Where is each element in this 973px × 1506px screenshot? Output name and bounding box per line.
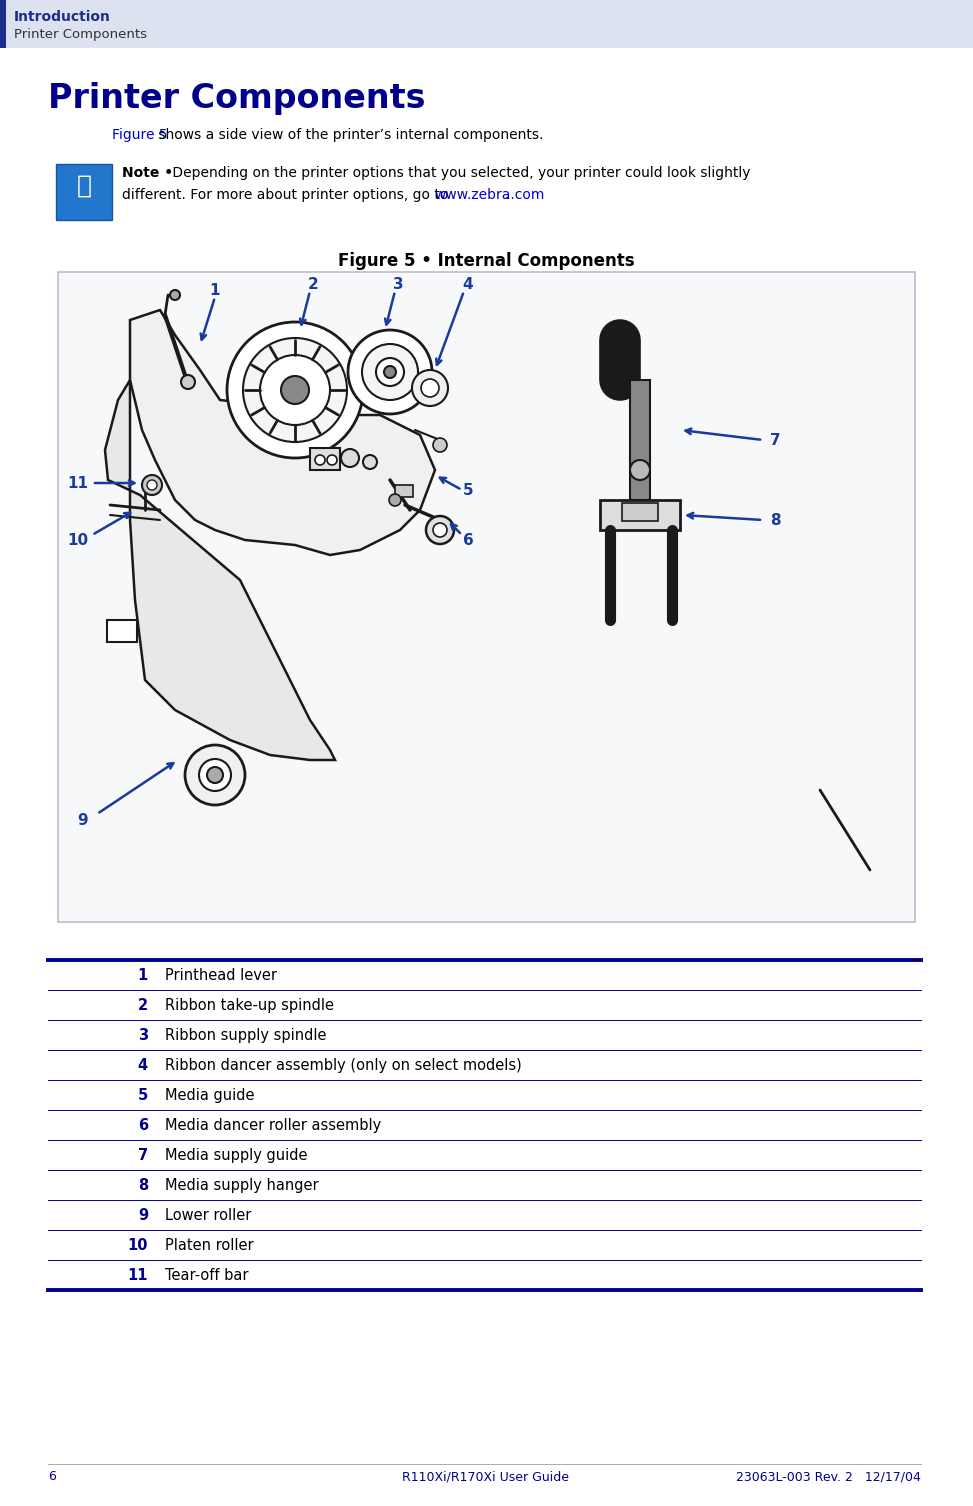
- Text: 10: 10: [127, 1238, 148, 1253]
- Bar: [56, 164, 112, 220]
- Bar: [107, 620, 137, 642]
- Text: 8: 8: [770, 512, 780, 527]
- Circle shape: [341, 449, 359, 467]
- Circle shape: [170, 291, 180, 300]
- Circle shape: [348, 330, 432, 414]
- Bar: [630, 380, 650, 500]
- Text: 7: 7: [138, 1148, 148, 1163]
- Text: Figure 5 • Internal Components: Figure 5 • Internal Components: [338, 252, 634, 270]
- Bar: [0, 0, 6, 48]
- Text: ⛹: ⛹: [77, 175, 91, 197]
- Bar: [58, 273, 915, 922]
- Circle shape: [243, 337, 347, 441]
- Text: Ribbon dancer assembly (only on select models): Ribbon dancer assembly (only on select m…: [165, 1059, 522, 1072]
- Circle shape: [376, 358, 404, 386]
- Text: 5: 5: [138, 1087, 148, 1102]
- Text: Media guide: Media guide: [165, 1087, 255, 1102]
- Text: 23063L-003 Rev. 2   12/17/04: 23063L-003 Rev. 2 12/17/04: [737, 1470, 921, 1483]
- Text: 11: 11: [67, 476, 89, 491]
- Circle shape: [142, 474, 162, 495]
- Bar: [0, 0, 973, 48]
- Circle shape: [315, 455, 325, 465]
- Circle shape: [433, 523, 447, 538]
- Text: 5: 5: [463, 482, 473, 497]
- Text: Figure 5: Figure 5: [112, 128, 167, 142]
- Circle shape: [433, 438, 447, 452]
- Circle shape: [389, 494, 401, 506]
- Text: Media supply hanger: Media supply hanger: [165, 1178, 318, 1193]
- Text: Ribbon take-up spindle: Ribbon take-up spindle: [165, 998, 334, 1014]
- Circle shape: [630, 459, 650, 480]
- Text: 10: 10: [67, 533, 89, 548]
- Text: 11: 11: [127, 1268, 148, 1283]
- Text: Printer Components: Printer Components: [48, 81, 425, 114]
- Text: 8: 8: [138, 1178, 148, 1193]
- Circle shape: [181, 375, 195, 389]
- Text: Tear-off bar: Tear-off bar: [165, 1268, 248, 1283]
- Text: Note •: Note •: [122, 166, 173, 181]
- Text: 2: 2: [138, 998, 148, 1014]
- Circle shape: [412, 370, 448, 407]
- Text: Media dancer roller assembly: Media dancer roller assembly: [165, 1117, 381, 1133]
- Text: Introduction: Introduction: [14, 11, 111, 24]
- Text: different. For more about printer options, go to: different. For more about printer option…: [122, 188, 452, 202]
- Text: 1: 1: [210, 283, 220, 298]
- Text: 6: 6: [138, 1117, 148, 1133]
- Circle shape: [362, 343, 418, 401]
- Circle shape: [327, 455, 337, 465]
- Bar: [395, 485, 413, 497]
- Text: 4: 4: [138, 1059, 148, 1072]
- Circle shape: [199, 759, 231, 791]
- Circle shape: [260, 355, 330, 425]
- Text: Platen roller: Platen roller: [165, 1238, 254, 1253]
- Text: 1: 1: [138, 968, 148, 983]
- Text: Lower roller: Lower roller: [165, 1208, 251, 1223]
- Circle shape: [421, 380, 439, 398]
- Text: Ribbon supply spindle: Ribbon supply spindle: [165, 1029, 327, 1044]
- Text: Printer Components: Printer Components: [14, 29, 147, 41]
- Text: 2: 2: [307, 277, 318, 292]
- Circle shape: [426, 517, 454, 544]
- Text: Printhead lever: Printhead lever: [165, 968, 277, 983]
- Text: 4: 4: [463, 277, 473, 292]
- Text: 9: 9: [78, 813, 89, 827]
- Circle shape: [185, 745, 245, 806]
- Text: 3: 3: [393, 277, 404, 292]
- Bar: [622, 503, 658, 521]
- Bar: [310, 447, 340, 470]
- Text: 7: 7: [770, 432, 780, 447]
- Text: .: .: [505, 188, 510, 202]
- Polygon shape: [130, 310, 435, 556]
- Text: 6: 6: [48, 1470, 55, 1483]
- Bar: [600, 500, 680, 530]
- Circle shape: [363, 455, 377, 468]
- Circle shape: [384, 366, 396, 378]
- Text: 3: 3: [138, 1029, 148, 1044]
- Circle shape: [147, 480, 157, 489]
- Polygon shape: [105, 380, 335, 761]
- Text: R110Xi/R170Xi User Guide: R110Xi/R170Xi User Guide: [403, 1470, 569, 1483]
- Circle shape: [227, 322, 363, 458]
- Text: Media supply guide: Media supply guide: [165, 1148, 307, 1163]
- Text: www.zebra.com: www.zebra.com: [434, 188, 544, 202]
- Text: 6: 6: [462, 533, 474, 548]
- Text: shows a side view of the printer’s internal components.: shows a side view of the printer’s inter…: [154, 128, 543, 142]
- Text: 9: 9: [138, 1208, 148, 1223]
- Circle shape: [207, 767, 223, 783]
- Text: Depending on the printer options that you selected, your printer could look slig: Depending on the printer options that yo…: [168, 166, 750, 181]
- Circle shape: [281, 376, 309, 404]
